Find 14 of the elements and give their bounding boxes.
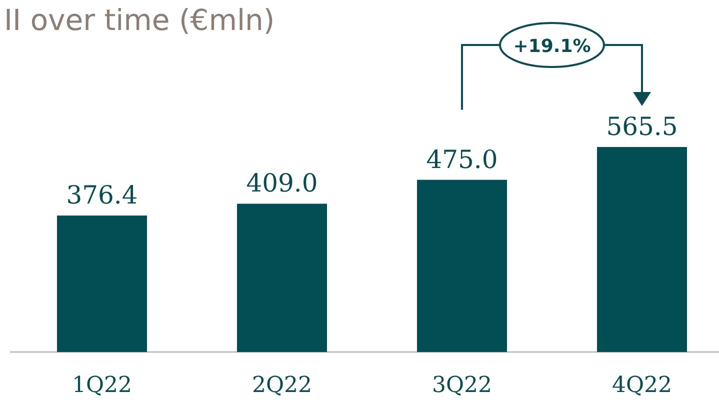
text: +19.1% bbox=[513, 36, 591, 57]
data-label: 475.0 bbox=[426, 144, 498, 174]
chart-title: II over time (€mln) bbox=[4, 3, 275, 37]
bar bbox=[237, 204, 327, 352]
x-tick-label: 3Q22 bbox=[432, 373, 492, 398]
bar bbox=[597, 147, 687, 352]
data-label: 565.5 bbox=[606, 112, 678, 141]
x-tick-label: 1Q22 bbox=[72, 373, 132, 398]
x-tick-label: 4Q22 bbox=[612, 373, 672, 398]
bar bbox=[57, 216, 147, 352]
data-label: 376.4 bbox=[66, 180, 138, 210]
data-label: 409.0 bbox=[246, 168, 318, 198]
bar bbox=[417, 180, 507, 352]
x-tick-label: 2Q22 bbox=[252, 373, 312, 398]
